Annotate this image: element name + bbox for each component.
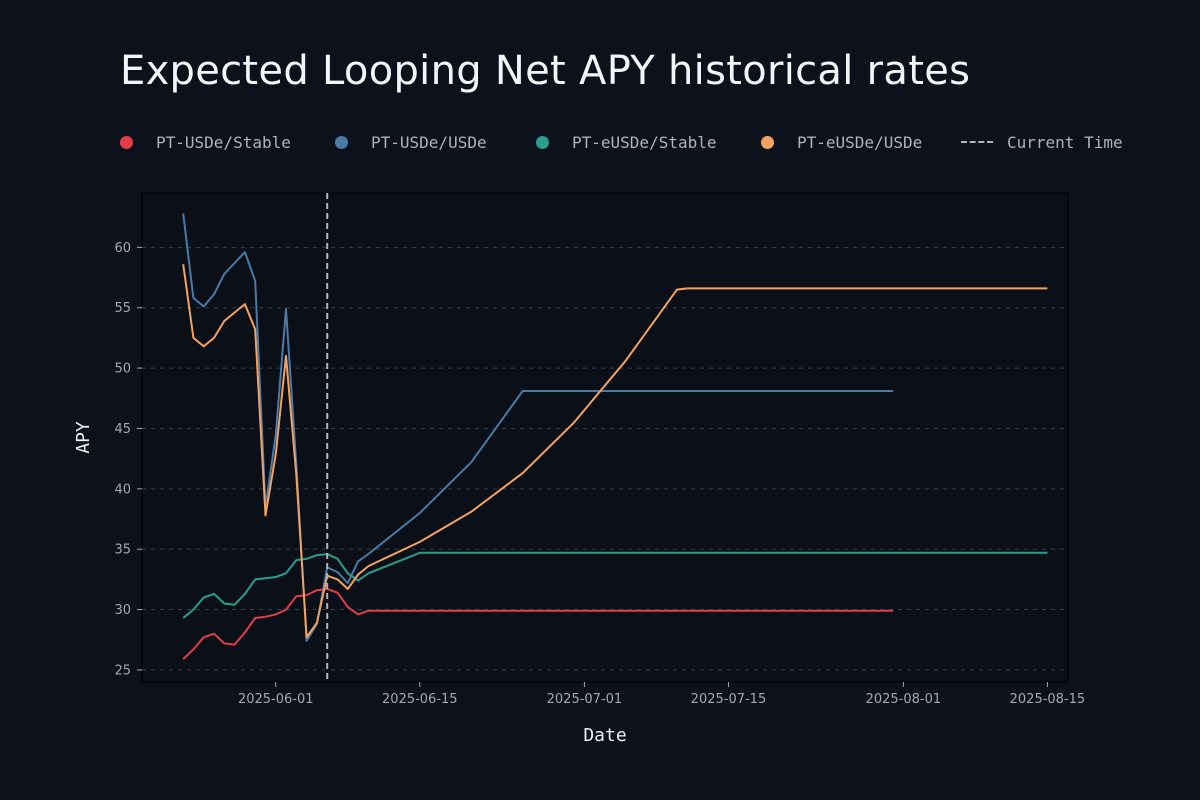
y-tick-label: 55 <box>114 301 131 316</box>
y-tick-label: 40 <box>114 482 131 497</box>
x-axis-label: Date <box>583 725 626 746</box>
legend-item-pt-eusde-usde: PT-eUSDe/USDe <box>761 130 922 154</box>
series-lines <box>182 213 1048 660</box>
legend-marker-current-time <box>961 141 993 143</box>
y-tick-label: 60 <box>114 241 131 256</box>
series-line-pt-eusde-usde <box>182 264 1048 639</box>
legend-label-pt-eusde-usde: PT-eUSDe/USDe <box>797 132 923 152</box>
legend-item-current-time: Current Time <box>961 130 1123 154</box>
legend-label-pt-usde-stable: PT-USDe/Stable <box>156 132 291 152</box>
y-tick-label: 35 <box>114 543 131 558</box>
legend-label-current-time: Current Time <box>1007 132 1123 152</box>
series-line-pt-usde-stable <box>182 588 894 660</box>
y-tick-label: 30 <box>114 603 131 618</box>
legend-label-pt-usde-usde: PT-USDe/USDe <box>371 132 487 152</box>
x-tick-label: 2025-08-01 <box>866 692 942 707</box>
chart-title: Expected Looping Net APY historical rate… <box>120 48 971 94</box>
legend-marker-pt-usde-usde <box>335 135 348 149</box>
series-line-pt-usde-usde <box>182 213 894 642</box>
legend-marker-pt-eusde-stable <box>536 135 549 149</box>
x-tick-label: 2025-06-15 <box>382 692 458 707</box>
y-tick-label: 25 <box>114 663 131 678</box>
x-tick-label: 2025-06-01 <box>238 692 314 707</box>
x-tick-label: 2025-07-15 <box>691 692 767 707</box>
legend-item-pt-usde-usde: PT-USDe/USDe <box>335 130 487 154</box>
x-tick-label: 2025-08-15 <box>1010 692 1086 707</box>
legend-marker-pt-eusde-usde <box>761 135 774 149</box>
series-line-pt-eusde-stable <box>182 551 1048 619</box>
legend: PT-USDe/Stable PT-USDe/USDe PT-eUSDe/Sta… <box>120 130 1140 154</box>
plot-area <box>141 192 1069 683</box>
legend-item-pt-eusde-stable: PT-eUSDe/Stable <box>536 130 717 154</box>
y-tick-label: 45 <box>114 422 131 437</box>
legend-marker-pt-usde-stable <box>120 135 133 149</box>
legend-label-pt-eusde-stable: PT-eUSDe/Stable <box>572 132 717 152</box>
y-axis-label: APY <box>73 421 94 454</box>
y-axis-ticks: 25 30 35 40 45 50 55 60 <box>114 241 142 678</box>
x-tick-label: 2025-07-01 <box>547 692 623 707</box>
x-axis-ticks: 2025-06-01 2025-06-15 2025-07-01 2025-07-15… <box>238 682 1085 707</box>
legend-item-pt-usde-stable: PT-USDe/Stable <box>120 130 291 154</box>
y-tick-label: 50 <box>114 362 131 377</box>
